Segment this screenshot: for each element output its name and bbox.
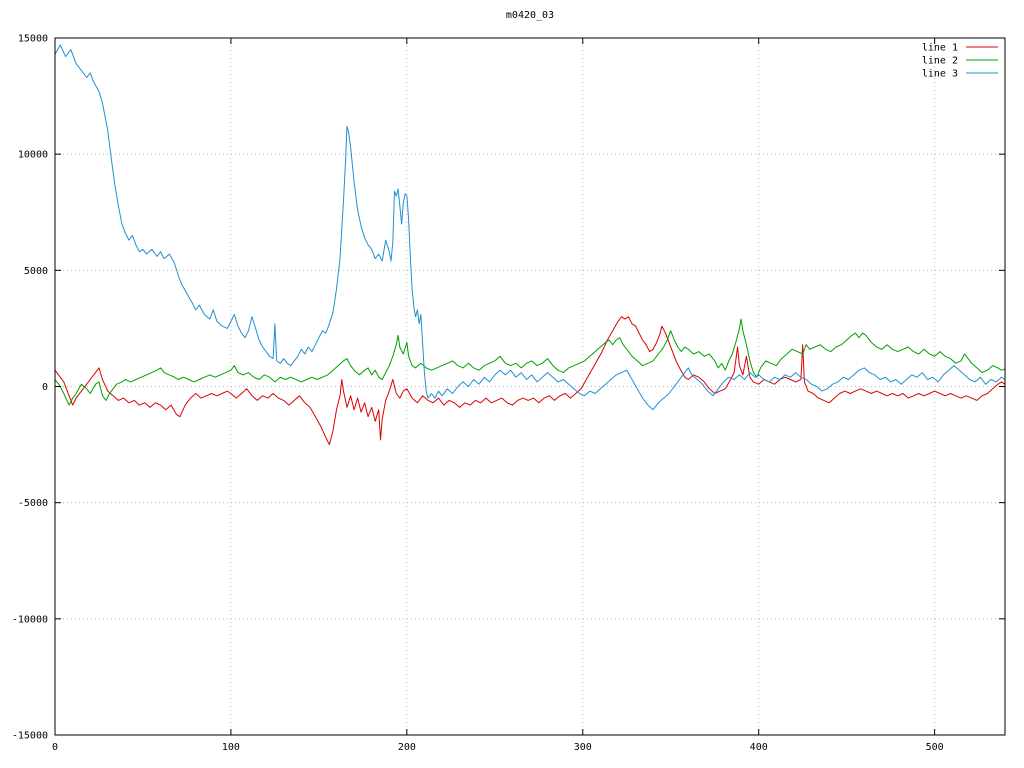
plot-border: [54, 37, 1006, 736]
y-tick-label: -5000: [18, 498, 48, 509]
ticks-layer: [54, 37, 1005, 736]
x-tick-label: 500: [926, 742, 944, 753]
x-tick-label: 300: [574, 742, 592, 753]
x-tick-label: 200: [398, 742, 416, 753]
x-tick-label: 400: [750, 742, 768, 753]
y-tick-label: 15000: [18, 34, 48, 45]
y-tick-label: 5000: [24, 266, 48, 277]
grid-layer: [55, 38, 1005, 735]
y-tick-label: 0: [42, 382, 48, 393]
series-line-3: [54, 44, 1006, 411]
y-tick-label: 10000: [18, 150, 48, 161]
legend-label-line-2: line 2: [922, 56, 958, 67]
x-tick-label: 100: [222, 742, 240, 753]
series-line-2: [54, 318, 1006, 406]
legend-label-line-3: line 3: [922, 69, 958, 80]
legend: line 1 line 2 line 3: [922, 43, 998, 80]
legend-label-line-1: line 1: [922, 43, 958, 54]
chart-title: m0420_03: [506, 10, 554, 21]
x-tick-label: 0: [52, 742, 58, 753]
y-tick-label: -15000: [12, 731, 48, 742]
series-line-1: [54, 316, 1006, 446]
axis-labels-layer: 0 100 200 300 400 500 -15000 -10000 -5000 0 5000 10…: [12, 34, 944, 754]
y-tick-label: -10000: [12, 614, 48, 625]
series-layer: [54, 44, 1006, 446]
